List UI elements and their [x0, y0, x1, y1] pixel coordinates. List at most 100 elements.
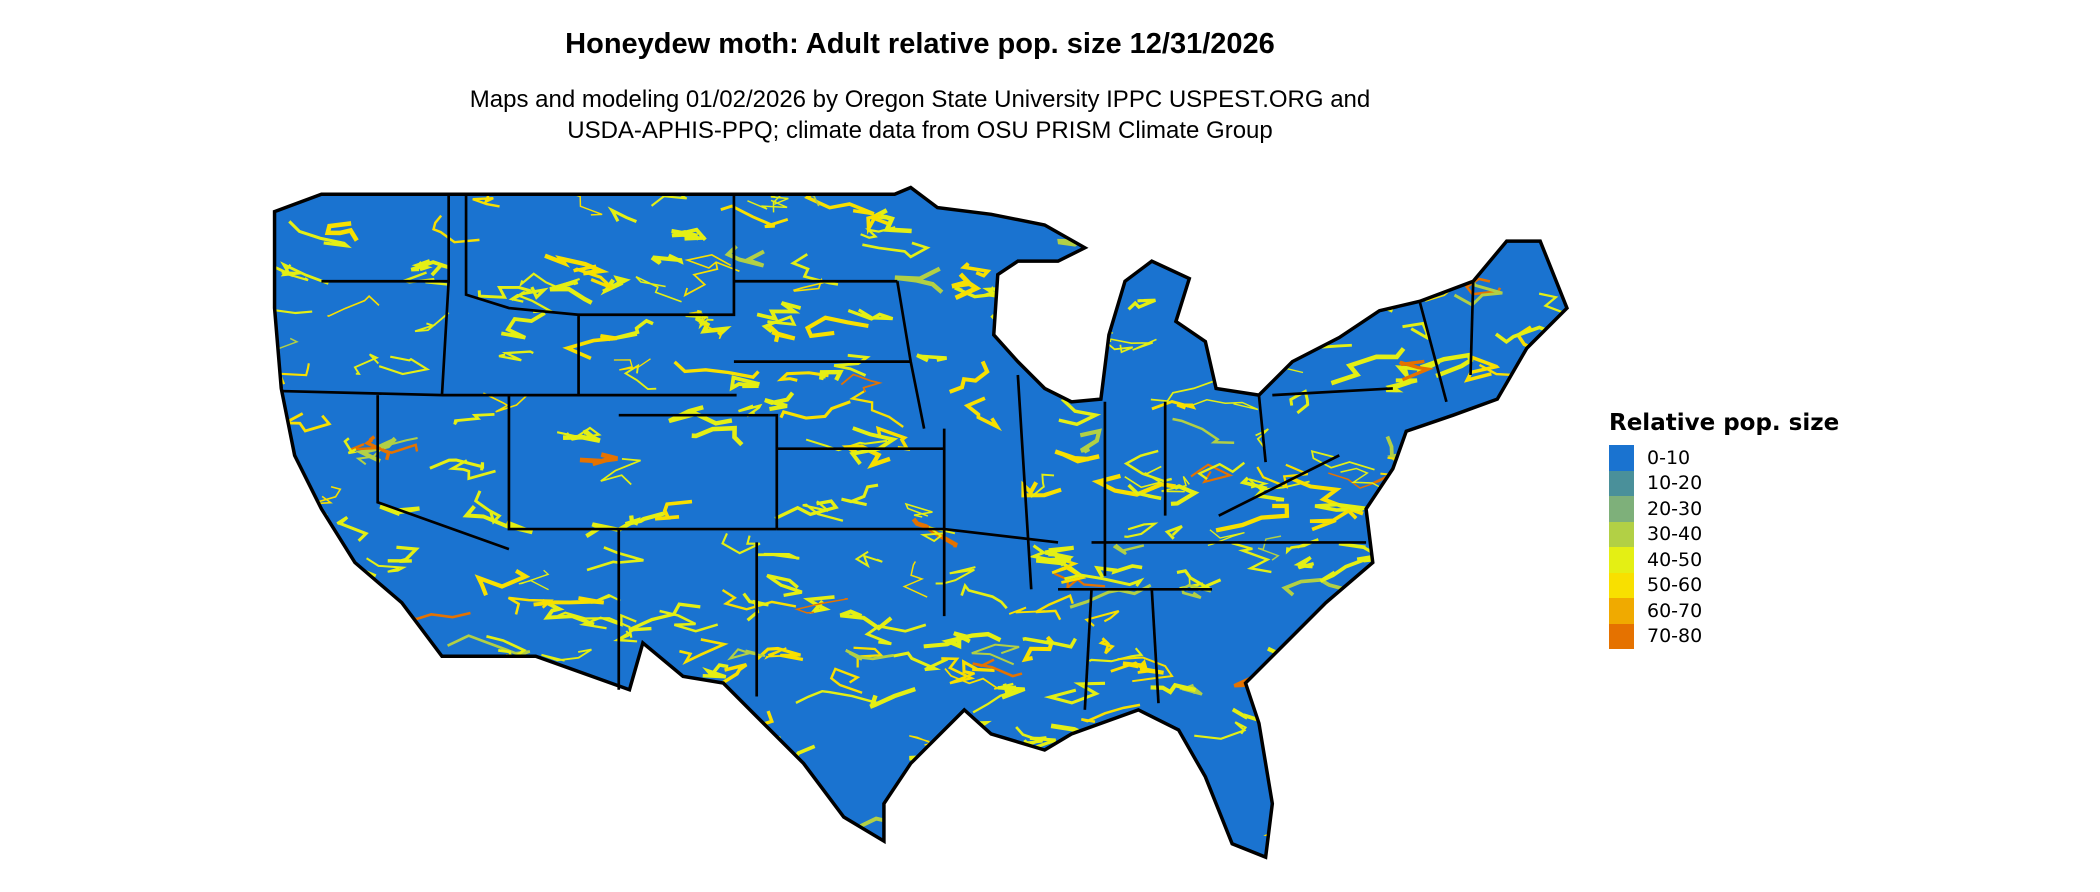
- hotspot: [1373, 531, 1412, 547]
- hotspot: [679, 638, 729, 665]
- hotspot: [691, 425, 744, 447]
- hotspot: [1035, 552, 1072, 566]
- state-border: [1016, 374, 1033, 590]
- hotspot: [1169, 194, 1225, 219]
- hotspot: [860, 226, 896, 239]
- hotspot: [516, 704, 562, 722]
- state-border: [1083, 589, 1093, 710]
- hotspot: [1085, 749, 1132, 768]
- hotspot: [683, 262, 719, 298]
- hotspot: [1409, 641, 1444, 671]
- hotspot: [1440, 213, 1477, 226]
- hotspot: [1294, 187, 1330, 204]
- hotspot: [1263, 818, 1329, 839]
- hotspot: [487, 758, 526, 804]
- hotspot: [437, 779, 479, 810]
- hotspot: [794, 597, 849, 614]
- hotspot: [935, 566, 976, 585]
- hotspot: [864, 623, 927, 646]
- hotspot: [1281, 578, 1346, 597]
- hotspot: [732, 831, 785, 858]
- hotspot: [1127, 298, 1157, 311]
- hotspot: [1392, 821, 1437, 841]
- hotspot: [1400, 760, 1470, 774]
- hotspot: [274, 337, 299, 352]
- hotspot: [510, 286, 549, 302]
- hotspot: [747, 199, 788, 210]
- hotspot: [1461, 640, 1552, 656]
- hotspot: [535, 737, 580, 756]
- hotspot: [924, 757, 1005, 779]
- hotspot: [807, 840, 872, 853]
- hotspot: [1419, 352, 1474, 379]
- hotspot: [1190, 463, 1234, 484]
- hotspot: [1339, 633, 1377, 656]
- hotspot: [1463, 482, 1524, 500]
- hotspot: [954, 286, 1013, 299]
- hotspot: [890, 794, 954, 819]
- legend-title: Relative pop. size: [1609, 410, 1840, 436]
- hotspot: [1172, 417, 1235, 445]
- legend-swatch: [1609, 572, 1634, 598]
- hotspot: [1051, 782, 1101, 803]
- hotspot: [650, 253, 684, 265]
- hotspot: [1197, 461, 1246, 481]
- hotspot: [1407, 725, 1469, 746]
- hotspot: [353, 742, 384, 760]
- hotspot: [288, 220, 352, 249]
- hotspot: [1410, 687, 1483, 714]
- hotspot: [447, 634, 531, 658]
- hotspot: [1322, 740, 1382, 765]
- hotspot: [894, 839, 921, 856]
- hotspot: [1122, 661, 1164, 675]
- hotspot: [1425, 771, 1454, 793]
- legend-swatch: [1609, 521, 1634, 547]
- hotspot: [1117, 656, 1174, 683]
- hotspot: [932, 738, 988, 780]
- hotspot: [482, 392, 527, 413]
- hotspot: [757, 552, 800, 560]
- hotspot: [1372, 548, 1408, 574]
- hotspot: [1319, 555, 1373, 583]
- hotspot: [684, 254, 740, 272]
- hotspot: [1291, 315, 1360, 331]
- legend-label: 0-10: [1647, 446, 1691, 469]
- hotspot: [948, 360, 990, 394]
- hotspot: [671, 227, 707, 241]
- hotspot: [1424, 196, 1473, 210]
- hotspot: [795, 690, 879, 705]
- hotspot: [1150, 682, 1197, 695]
- hotspot: [1380, 208, 1459, 228]
- hotspot: [368, 744, 402, 760]
- hotspot: [893, 651, 949, 672]
- state-border: [507, 395, 777, 531]
- hotspot: [1257, 535, 1282, 561]
- hotspot: [332, 744, 378, 766]
- hotspot: [1084, 609, 1120, 627]
- hotspot: [427, 693, 476, 707]
- hotspot: [411, 259, 433, 272]
- legend-item: 20-30: [1609, 496, 1839, 522]
- hotspot: [541, 598, 595, 627]
- map-title: Honeydew moth: Adult relative pop. size …: [565, 28, 1275, 60]
- legend-label: 70-80: [1647, 625, 1703, 648]
- hotspot: [541, 648, 592, 662]
- hotspot: [916, 353, 947, 363]
- hotspot: [1398, 359, 1435, 382]
- hotspot: [1161, 475, 1190, 493]
- hotspot: [1043, 681, 1106, 705]
- hotspot: [654, 499, 693, 521]
- hotspot: [1207, 529, 1245, 547]
- us-land: [274, 187, 1567, 858]
- hotspot: [1434, 847, 1475, 858]
- hotspot: [1192, 836, 1239, 858]
- hotspot: [474, 569, 531, 596]
- hotspot: [607, 206, 638, 223]
- hotspot: [1147, 777, 1204, 794]
- hotspot: [1097, 240, 1150, 264]
- legend-item: 40-50: [1609, 547, 1839, 573]
- hotspot: [379, 504, 420, 516]
- hotspot: [1397, 286, 1412, 300]
- hotspot: [1498, 392, 1537, 412]
- legend-label: 30-40: [1647, 523, 1703, 546]
